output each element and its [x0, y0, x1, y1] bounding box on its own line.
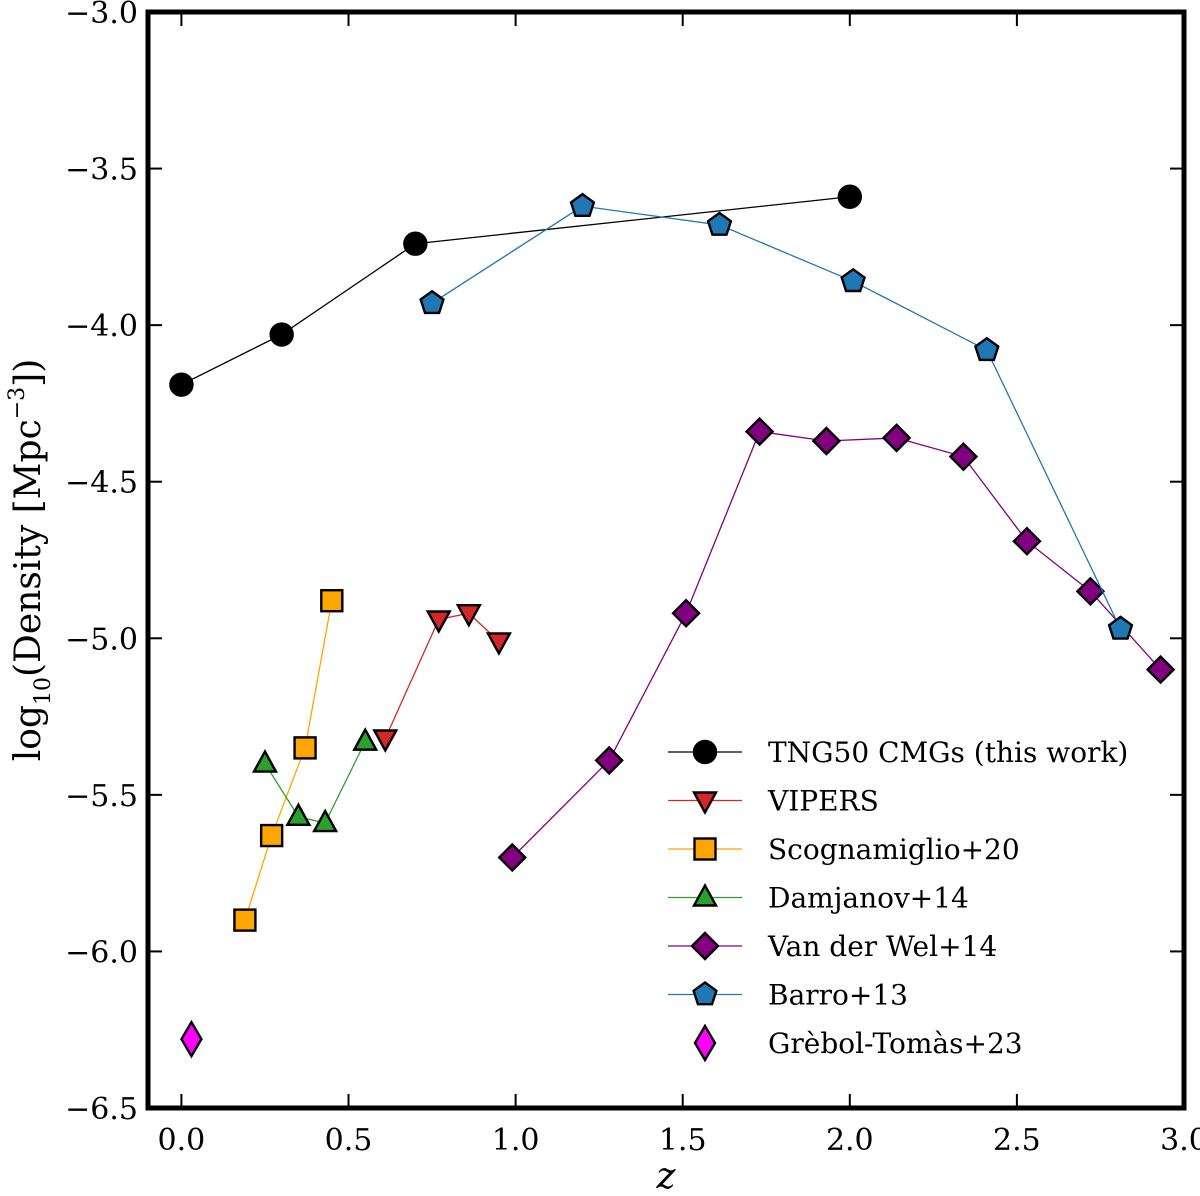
data-point: [269, 322, 294, 347]
series-5: [419, 192, 1134, 640]
y-tick-label: −5.0: [65, 622, 138, 657]
data-point: [293, 736, 317, 760]
data-point: [881, 423, 912, 453]
data-point: [180, 1019, 203, 1059]
x-tick-label: 0.0: [158, 1123, 206, 1158]
legend-label: Damjanov+14: [768, 882, 969, 915]
data-point: [485, 632, 512, 656]
data-point: [569, 192, 596, 218]
legend-marker: [691, 883, 719, 907]
legend-entry: TNG50 CMGs (this work): [668, 736, 1128, 769]
x-axis: 0.0 0.5 1.0 1.5 2.0 2.5 3.0: [158, 12, 1200, 1158]
legend-entry: Van der Wel+14: [668, 930, 997, 963]
y-tick-label: −3.5: [65, 153, 138, 188]
data-point: [811, 426, 842, 456]
data-point: [169, 372, 194, 397]
x-tick-label: 2.0: [826, 1123, 874, 1158]
x-tick-label: 3.0: [1160, 1123, 1200, 1158]
data-point: [259, 823, 284, 848]
series-line: [511, 430, 1162, 858]
legend-marker: [692, 739, 718, 765]
data-point: [320, 589, 344, 613]
legend-entry: Scognamiglio+20: [668, 833, 1020, 866]
series-line: [384, 612, 500, 739]
legend-entry: Grèbol-Tomàs+23: [693, 1023, 1023, 1063]
data-point: [251, 749, 278, 773]
series-line: [181, 196, 850, 386]
y-axis: −6.5 −6.0 −5.5 −5.0 −4.5 −4.0 −3.5 −3.0: [65, 0, 1184, 1127]
y-axis-label: log10(Density [Mpc−3]): [5, 359, 56, 762]
legend-label: Grèbol-Tomàs+23: [768, 1027, 1023, 1060]
data-point: [1075, 576, 1106, 607]
legend-marker: [692, 981, 718, 1006]
legend-label: Scognamiglio+20: [768, 833, 1020, 866]
data-point: [312, 808, 339, 833]
series-3: [251, 727, 379, 833]
legend-marker: [690, 931, 720, 961]
legend-label: Barro+13: [768, 979, 908, 1012]
legend-label: TNG50 CMGs (this work): [768, 736, 1128, 769]
data-point: [948, 441, 979, 472]
series-0: [169, 184, 863, 397]
legend-entry: Barro+13: [668, 979, 908, 1012]
data-point: [285, 802, 312, 826]
x-tick-label: 1.5: [659, 1123, 707, 1158]
series-4: [497, 416, 1176, 873]
x-tick-label: 1.0: [492, 1123, 540, 1158]
legend-marker: [691, 791, 719, 815]
data-point: [372, 729, 399, 753]
y-tick-label: −5.5: [65, 779, 138, 814]
legend-label: Van der Wel+14: [767, 930, 997, 963]
data-point: [840, 267, 866, 293]
data-point: [352, 727, 379, 751]
y-tick-label: −4.5: [65, 466, 138, 501]
series-line: [264, 741, 366, 824]
series-1: [372, 604, 512, 753]
x-tick-label: 2.5: [993, 1123, 1041, 1158]
series-line: [431, 205, 1122, 630]
data-point: [1012, 526, 1042, 556]
data-point: [403, 231, 428, 256]
data-point: [455, 604, 482, 628]
y-tick-label: −6.5: [65, 1092, 138, 1127]
legend-marker: [693, 837, 717, 861]
data-point: [497, 842, 527, 873]
data-point: [837, 184, 863, 209]
legend-marker: [693, 1023, 717, 1063]
legend-label: VIPERS: [767, 785, 879, 818]
data-point: [419, 289, 445, 315]
series-2: [233, 589, 344, 932]
x-tick-label: 0.5: [325, 1123, 373, 1158]
data-point: [973, 336, 1000, 362]
data-point: [744, 416, 775, 447]
data-point: [1145, 654, 1176, 685]
series-6: [180, 1019, 203, 1059]
data-point: [425, 610, 452, 634]
plot-area: [169, 184, 1176, 1059]
series-line: [244, 600, 333, 921]
legend: TNG50 CMGs (this work) VIPERS Scognamiglio…: [668, 736, 1128, 1063]
y-tick-label: −3.0: [65, 0, 138, 31]
legend-entry: Damjanov+14: [668, 882, 969, 915]
data-point: [706, 211, 733, 236]
y-tick-label: −6.0: [65, 935, 138, 970]
data-point: [1107, 615, 1134, 640]
data-point: [671, 598, 701, 628]
data-point: [594, 745, 624, 776]
y-tick-label: −4.0: [65, 309, 138, 344]
legend-entry: VIPERS: [668, 785, 879, 818]
plot-frame: [145, 9, 1187, 1111]
x-axis-label: z: [656, 1156, 677, 1196]
data-point: [233, 908, 257, 932]
